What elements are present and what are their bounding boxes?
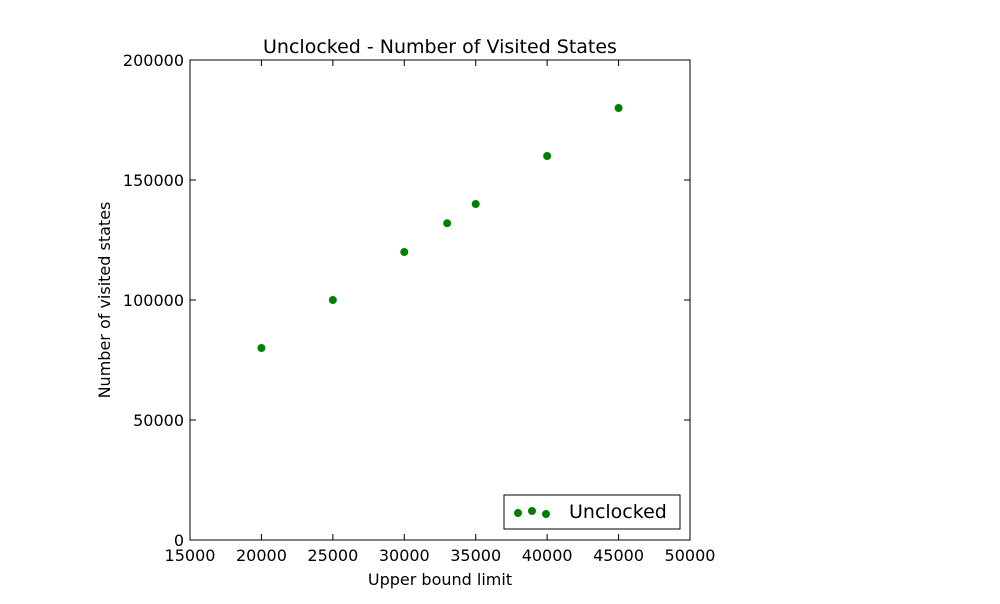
legend-marker: [514, 509, 522, 517]
chart-title: Unclocked - Number of Visited States: [263, 36, 617, 58]
legend-marker: [528, 507, 536, 515]
legend-marker-group: [514, 507, 550, 518]
data-point: [328, 296, 337, 304]
data-point: [443, 219, 452, 228]
data-point: [471, 200, 480, 208]
x-axis-ticks: 15000 20000 25000 30000 35000 40000 45000 50000: [165, 60, 716, 565]
y-tick-label: 0: [174, 531, 184, 550]
y-tick-label: 100000: [123, 291, 184, 310]
x-tick-label: 35000: [450, 546, 501, 565]
y-axis-label: Number of visited states: [95, 202, 114, 399]
x-tick-label: 45000: [593, 546, 644, 565]
data-point: [614, 104, 623, 112]
x-tick-label: 40000: [522, 546, 573, 565]
data-points: [257, 104, 623, 352]
x-tick-label: 25000: [307, 546, 358, 565]
y-tick-label: 50000: [133, 411, 184, 430]
data-point: [257, 344, 266, 352]
plot-area-frame: [189, 59, 691, 541]
x-tick-label: 50000: [665, 546, 716, 565]
legend-label-unclocked: Unclocked: [569, 501, 667, 523]
x-tick-label: 20000: [236, 546, 287, 565]
x-axis-label: Upper bound limit: [368, 570, 512, 589]
x-tick-label: 30000: [379, 546, 430, 565]
y-tick-label: 200000: [123, 51, 184, 70]
y-tick-label: 150000: [123, 171, 184, 190]
legend-marker: [542, 510, 550, 518]
data-point: [543, 152, 552, 160]
x-tick-label: 15000: [165, 546, 216, 565]
y-axis-ticks: 0 50000 100000 150000 200000: [123, 51, 690, 550]
legend: Unclocked: [503, 494, 681, 530]
data-point: [400, 248, 409, 256]
